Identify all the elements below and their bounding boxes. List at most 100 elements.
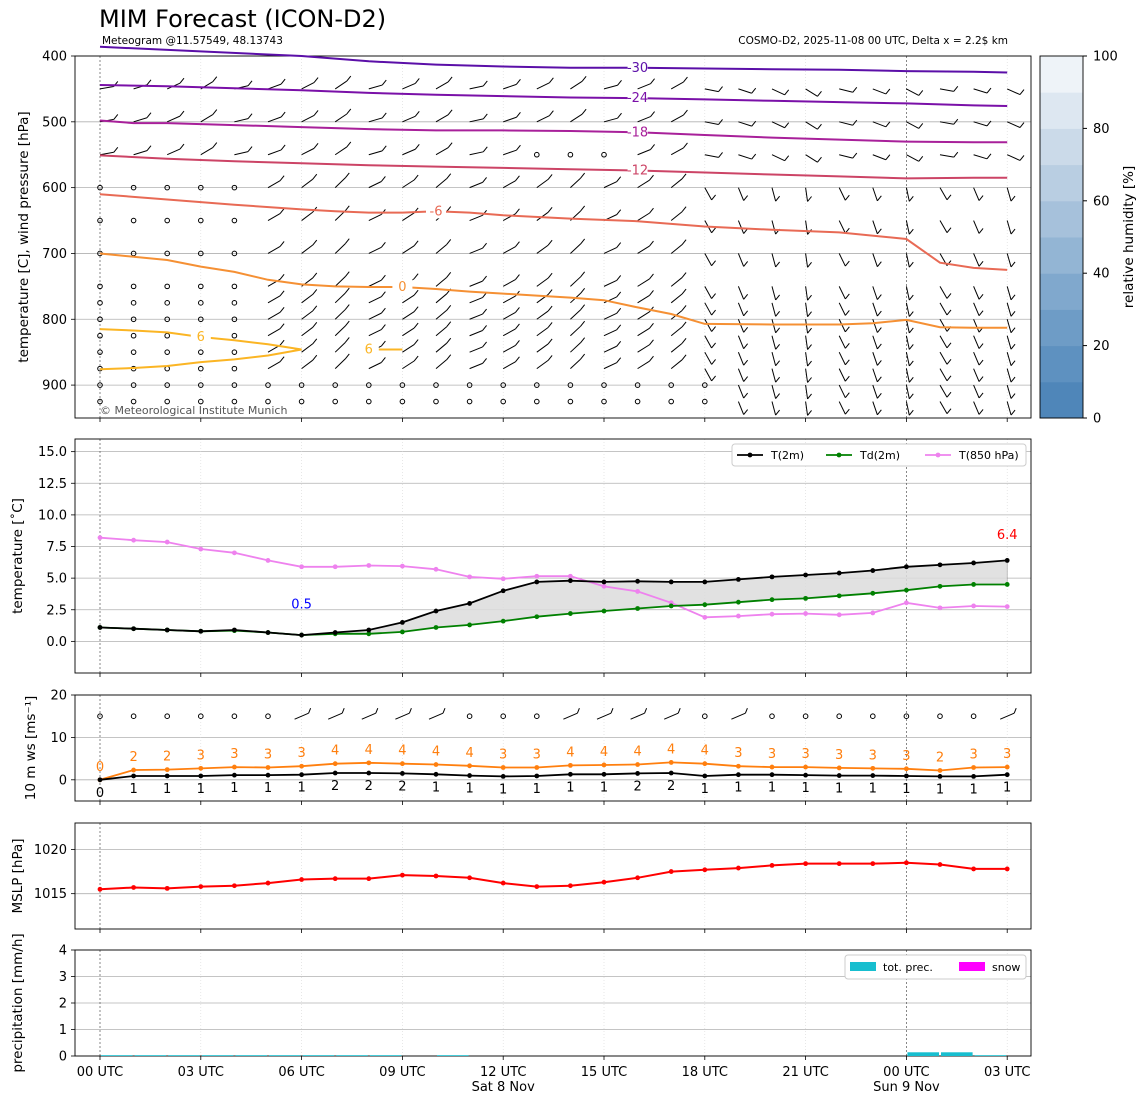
wind-barb (603, 345, 617, 353)
wind-barb-flag (986, 153, 992, 160)
wind-barb (570, 80, 583, 90)
calm-wind-circle (265, 382, 271, 388)
wind-barb (536, 327, 549, 337)
wind-barb (1006, 319, 1012, 333)
wind-barb-flag (946, 293, 952, 299)
y-tick-label: 10 (50, 731, 67, 746)
wind-barb-flag (446, 337, 452, 344)
wind-barb (670, 81, 684, 90)
value-label: 3 (835, 748, 843, 763)
wind-barb (637, 116, 651, 123)
colorbar-band (1040, 381, 1083, 419)
wind-barb (596, 712, 612, 720)
wind-barb-flag (482, 325, 487, 331)
calm-wind-circle (366, 382, 372, 388)
wind-barb-flag (908, 377, 914, 383)
wind-barb-flag (482, 308, 487, 315)
wind-barb-flag (743, 409, 749, 415)
wind-barb (973, 121, 988, 127)
wind-barb-flag (344, 304, 350, 310)
wind-barb-flag (743, 392, 749, 399)
y-tick-label: 7.5 (46, 540, 67, 555)
wind-barb-flag (649, 290, 654, 296)
wind-barb (334, 276, 346, 287)
data-point (769, 574, 775, 580)
mslp-panel: 1015 1020 MSLP [hPa] (10, 822, 1032, 933)
wind-barb-flag (408, 708, 412, 714)
wind-barb-flag (413, 174, 419, 181)
wind-barb-flag (807, 311, 812, 317)
calm-wind-circle (298, 382, 305, 388)
value-label: 1 (465, 782, 473, 797)
wind-barb-flag (1019, 89, 1025, 95)
wind-barb (737, 401, 745, 415)
wind-barb (435, 342, 448, 353)
wind-barb-flag (649, 322, 654, 329)
wind-barb-flag (616, 242, 622, 248)
wind-barb-flag (650, 144, 655, 150)
data-point (534, 765, 540, 770)
wind-barb-flag (580, 287, 586, 294)
wind-barb-flag (844, 260, 850, 267)
y-tick-label: 1015 (34, 887, 67, 902)
wind-barb-flag (312, 305, 318, 312)
wind-barb (368, 329, 382, 337)
wind-barb (536, 343, 549, 353)
wind-barb-flag (344, 353, 350, 360)
data-point (803, 772, 808, 778)
value-label: 4 (465, 746, 473, 761)
wind-barb-flag (446, 272, 452, 278)
wind-barb (838, 319, 846, 333)
wind-barb (704, 286, 713, 299)
data-point (1004, 866, 1010, 872)
wind-barb-flag (1010, 376, 1016, 383)
value-label: 1 (902, 782, 910, 797)
wind-barb-flag (313, 143, 319, 149)
wind-barb (294, 712, 309, 720)
wind-barb-flag (852, 119, 858, 126)
wind-barb-flag (817, 91, 822, 97)
data-point (601, 583, 607, 589)
wind-barb-flag (380, 242, 386, 248)
wind-barb (973, 319, 980, 333)
wind-barb (670, 293, 683, 304)
calm-wind-circle (97, 398, 103, 405)
data-point (635, 578, 640, 584)
data-point (635, 762, 640, 767)
wind-barb (939, 384, 948, 398)
wind-barb (771, 253, 777, 268)
wind-barb-flag (280, 78, 286, 85)
data-point (534, 884, 540, 889)
wind-barb (1006, 286, 1012, 300)
wind-barb-flag (844, 408, 850, 415)
data-point (803, 861, 808, 867)
wind-barb (469, 362, 483, 370)
wind-barb-flag (515, 274, 520, 280)
data-point (836, 570, 842, 576)
data-point (500, 576, 506, 582)
isotherm-line (99, 84, 1008, 107)
data-point (736, 577, 741, 582)
wind-barb (402, 115, 416, 123)
data-point (366, 631, 372, 637)
wind-barb-flag (581, 75, 587, 82)
wind-barb (872, 220, 878, 234)
wind-barb-flag (580, 320, 586, 327)
wind-barb-flag (442, 708, 446, 714)
data-point (568, 573, 573, 579)
wind-barb (771, 154, 785, 162)
colorbar-band (1040, 237, 1083, 274)
wind-barb-flag (547, 338, 553, 345)
wind-barb (939, 121, 954, 125)
wind-barb (301, 82, 315, 90)
wind-barb (839, 88, 853, 93)
wind-barb-flag (482, 341, 487, 348)
wind-barb-field (97, 75, 1025, 416)
wind-barb-flag (986, 87, 992, 94)
wind-barb-flag (908, 294, 914, 301)
wind-barb-flag (380, 324, 386, 330)
wind-barb (905, 368, 910, 383)
x-tick-label: 03 UTC (178, 1065, 224, 1080)
wind-barb-flag (978, 195, 984, 201)
calm-wind-circle (231, 250, 238, 257)
